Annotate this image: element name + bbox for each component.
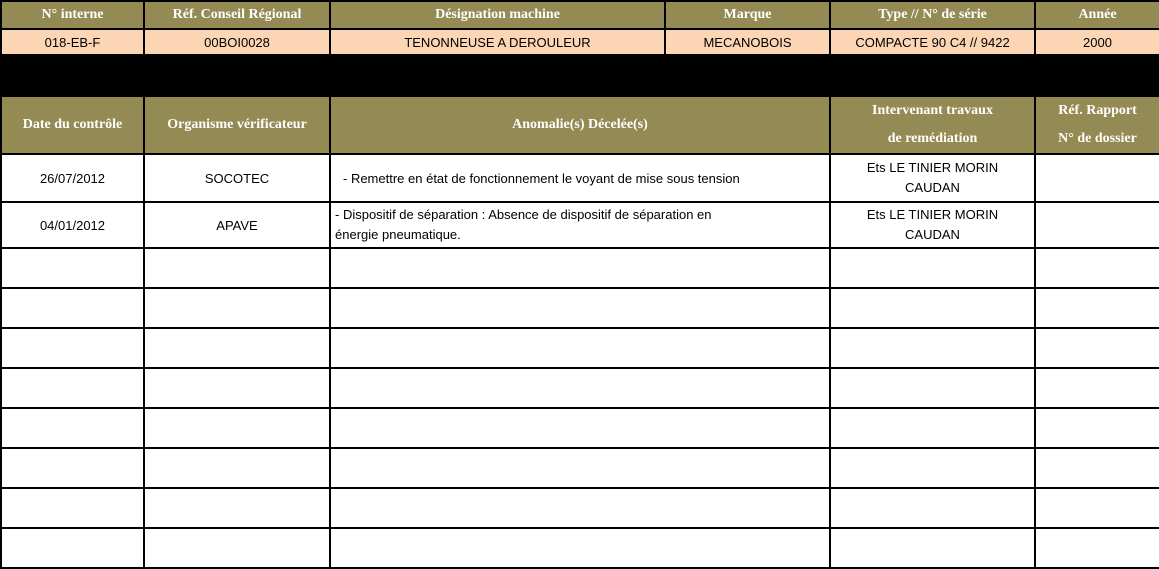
- empty-cell: [143, 527, 331, 569]
- separator-band: [0, 54, 1159, 96]
- cell-intervenant: Ets LE TINIER MORIN CAUDAN: [829, 153, 1036, 203]
- empty-cell: [143, 487, 331, 529]
- cell-organisme: APAVE: [143, 201, 331, 249]
- empty-row: [0, 247, 1159, 289]
- header-ref-line2: N° de dossier: [1058, 131, 1137, 146]
- cell-ref: [1034, 201, 1159, 249]
- header-ref-conseil: Réf. Conseil Régional: [143, 0, 331, 30]
- empty-cell: [829, 407, 1036, 449]
- empty-cell: [0, 487, 145, 529]
- table-row: 04/01/2012 APAVE - Dispositif de séparat…: [0, 201, 1159, 249]
- empty-row: [0, 367, 1159, 409]
- empty-cell: [829, 487, 1036, 529]
- table-row: 26/07/2012 SOCOTEC - Remettre en état de…: [0, 153, 1159, 203]
- empty-cell: [829, 247, 1036, 289]
- empty-cell: [143, 247, 331, 289]
- header-annee: Année: [1034, 0, 1159, 30]
- empty-cell: [829, 287, 1036, 329]
- intervenant-name: Ets LE TINIER MORIN: [866, 207, 999, 222]
- header-ref-line1: Réf. Rapport: [1058, 103, 1137, 118]
- empty-cell: [329, 367, 831, 409]
- empty-cell: [1034, 447, 1159, 489]
- empty-cell: [0, 447, 145, 489]
- cell-designation: TENONNEUSE A DEROULEUR: [329, 28, 666, 57]
- controls-table: Date du contrôle Organisme vérificateur …: [0, 95, 1159, 569]
- empty-cell: [829, 447, 1036, 489]
- empty-cell: [143, 287, 331, 329]
- empty-cell: [1034, 327, 1159, 369]
- empty-cell: [1034, 367, 1159, 409]
- cell-annee: 2000: [1034, 28, 1159, 57]
- empty-row: [0, 407, 1159, 449]
- empty-cell: [329, 327, 831, 369]
- empty-cell: [1034, 407, 1159, 449]
- empty-row: [0, 487, 1159, 529]
- cell-type-serie: COMPACTE 90 C4 // 9422: [829, 28, 1036, 57]
- empty-cell: [329, 407, 831, 449]
- cell-anomalie: - Remettre en état de fonctionnement le …: [329, 153, 831, 203]
- intervenant-city: CAUDAN: [905, 180, 960, 195]
- empty-cell: [143, 367, 331, 409]
- header-designation: Désignation machine: [329, 0, 666, 30]
- cell-intervenant: Ets LE TINIER MORIN CAUDAN: [829, 201, 1036, 249]
- empty-cell: [0, 367, 145, 409]
- empty-cell: [329, 447, 831, 489]
- empty-cell: [143, 407, 331, 449]
- header-intervenant-line1: Intervenant travaux: [872, 103, 993, 118]
- empty-cell: [829, 367, 1036, 409]
- header-marque: Marque: [664, 0, 831, 30]
- empty-cell: [1034, 247, 1159, 289]
- cell-ref: [1034, 153, 1159, 203]
- header-intervenant: Intervenant travaux de remédiation: [829, 95, 1036, 155]
- header-organisme: Organisme vérificateur: [143, 95, 331, 155]
- empty-row: [0, 287, 1159, 329]
- empty-cell: [1034, 287, 1159, 329]
- empty-cell: [329, 527, 831, 569]
- empty-cell: [143, 327, 331, 369]
- empty-cell: [0, 287, 145, 329]
- machine-table: N° interne Réf. Conseil Régional Désigna…: [0, 0, 1159, 57]
- empty-cell: [143, 447, 331, 489]
- empty-cell: [0, 527, 145, 569]
- empty-cell: [0, 327, 145, 369]
- header-date: Date du contrôle: [0, 95, 145, 155]
- cell-ref-conseil: 00BOI0028: [143, 28, 331, 57]
- cell-organisme: SOCOTEC: [143, 153, 331, 203]
- empty-cell: [829, 327, 1036, 369]
- header-intervenant-line2: de remédiation: [887, 131, 978, 146]
- header-n-interne: N° interne: [0, 0, 145, 30]
- empty-cell: [329, 247, 831, 289]
- intervenant-city: CAUDAN: [905, 227, 960, 242]
- empty-cell: [0, 247, 145, 289]
- header-ref-rapport: Réf. Rapport N° de dossier: [1034, 95, 1159, 155]
- empty-row: [0, 527, 1159, 569]
- cell-n-interne: 018-EB-F: [0, 28, 145, 57]
- empty-cell: [1034, 527, 1159, 569]
- empty-cell: [829, 527, 1036, 569]
- cell-marque: MECANOBOIS: [664, 28, 831, 57]
- header-type-serie: Type // N° de série: [829, 0, 1036, 30]
- empty-cell: [0, 407, 145, 449]
- cell-anomalie: - Dispositif de séparation : Absence de …: [329, 201, 831, 249]
- cell-date: 26/07/2012: [0, 153, 145, 203]
- cell-date: 04/01/2012: [0, 201, 145, 249]
- header-anomalies: Anomalie(s) Décelée(s): [329, 95, 831, 155]
- empty-row: [0, 327, 1159, 369]
- intervenant-name: Ets LE TINIER MORIN: [866, 160, 999, 175]
- empty-cell: [329, 487, 831, 529]
- empty-row: [0, 447, 1159, 489]
- empty-cell: [1034, 487, 1159, 529]
- empty-cell: [329, 287, 831, 329]
